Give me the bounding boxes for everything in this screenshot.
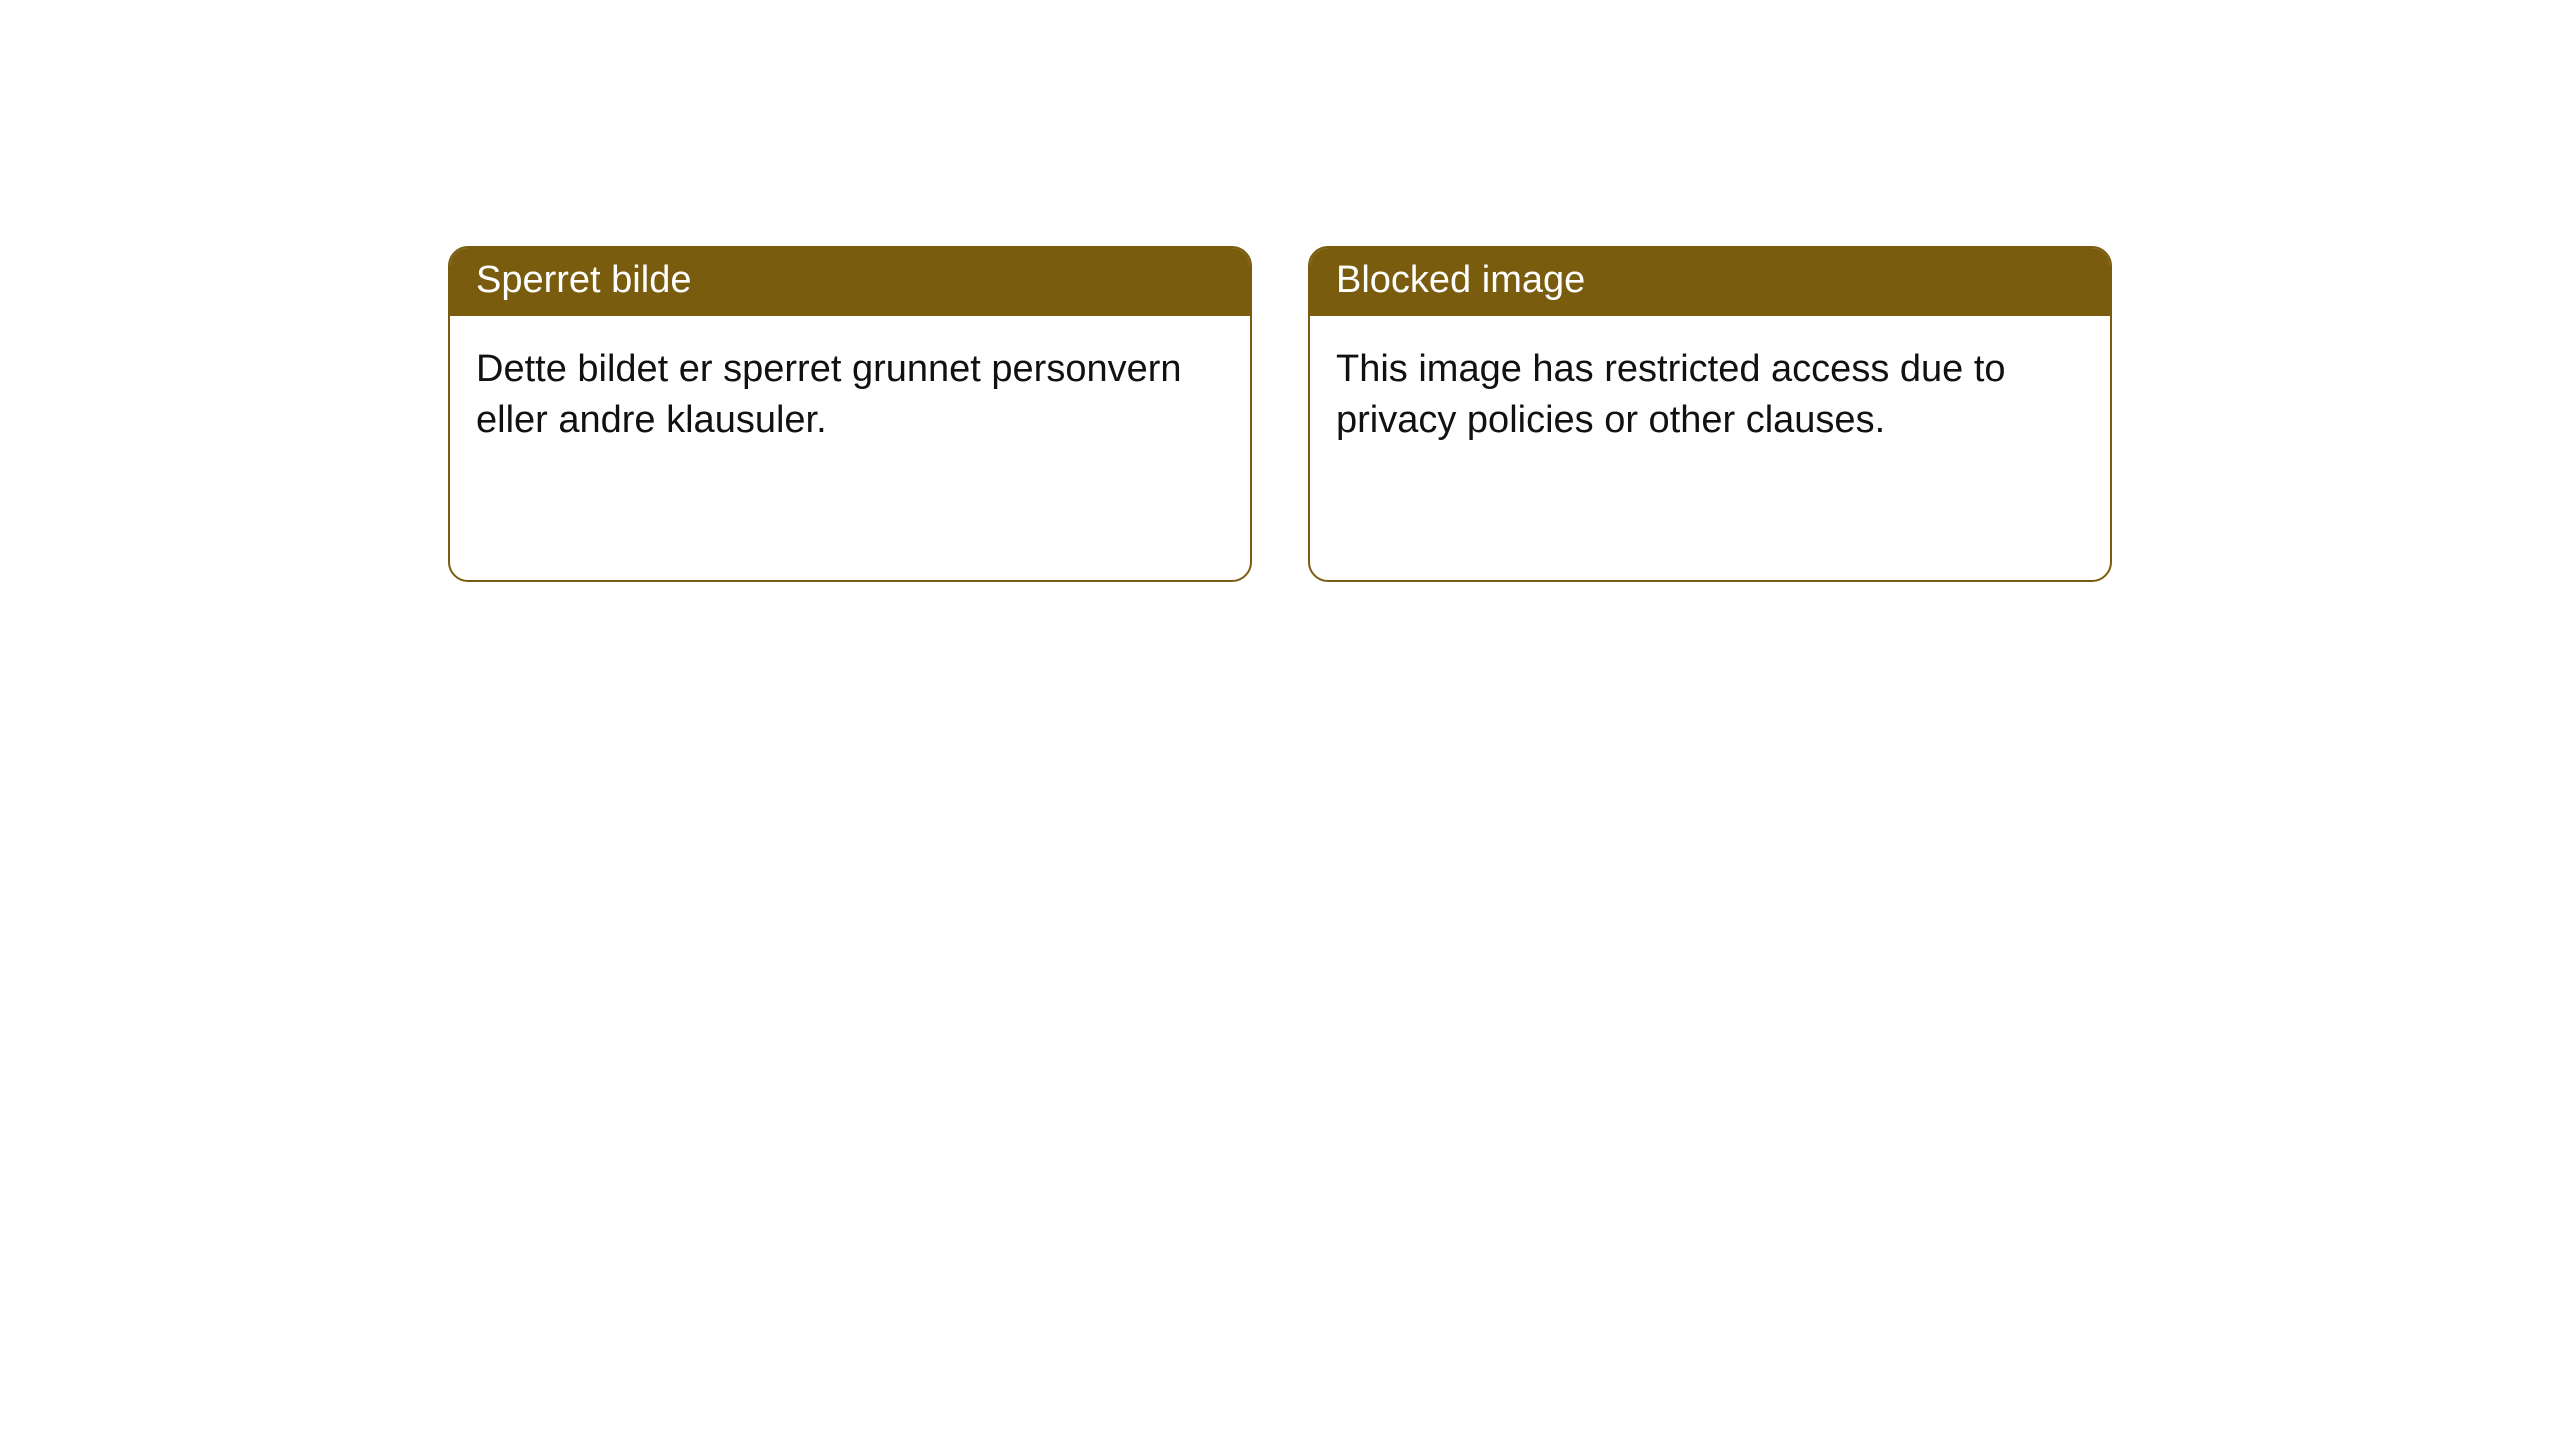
notice-card-no-body: Dette bildet er sperret grunnet personve… xyxy=(450,316,1250,473)
notice-card-en-body: This image has restricted access due to … xyxy=(1310,316,2110,473)
notice-cards-row: Sperret bilde Dette bildet er sperret gr… xyxy=(0,0,2560,582)
notice-card-en: Blocked image This image has restricted … xyxy=(1308,246,2112,582)
notice-card-no-title: Sperret bilde xyxy=(450,248,1250,316)
notice-card-en-title: Blocked image xyxy=(1310,248,2110,316)
notice-card-no: Sperret bilde Dette bildet er sperret gr… xyxy=(448,246,1252,582)
